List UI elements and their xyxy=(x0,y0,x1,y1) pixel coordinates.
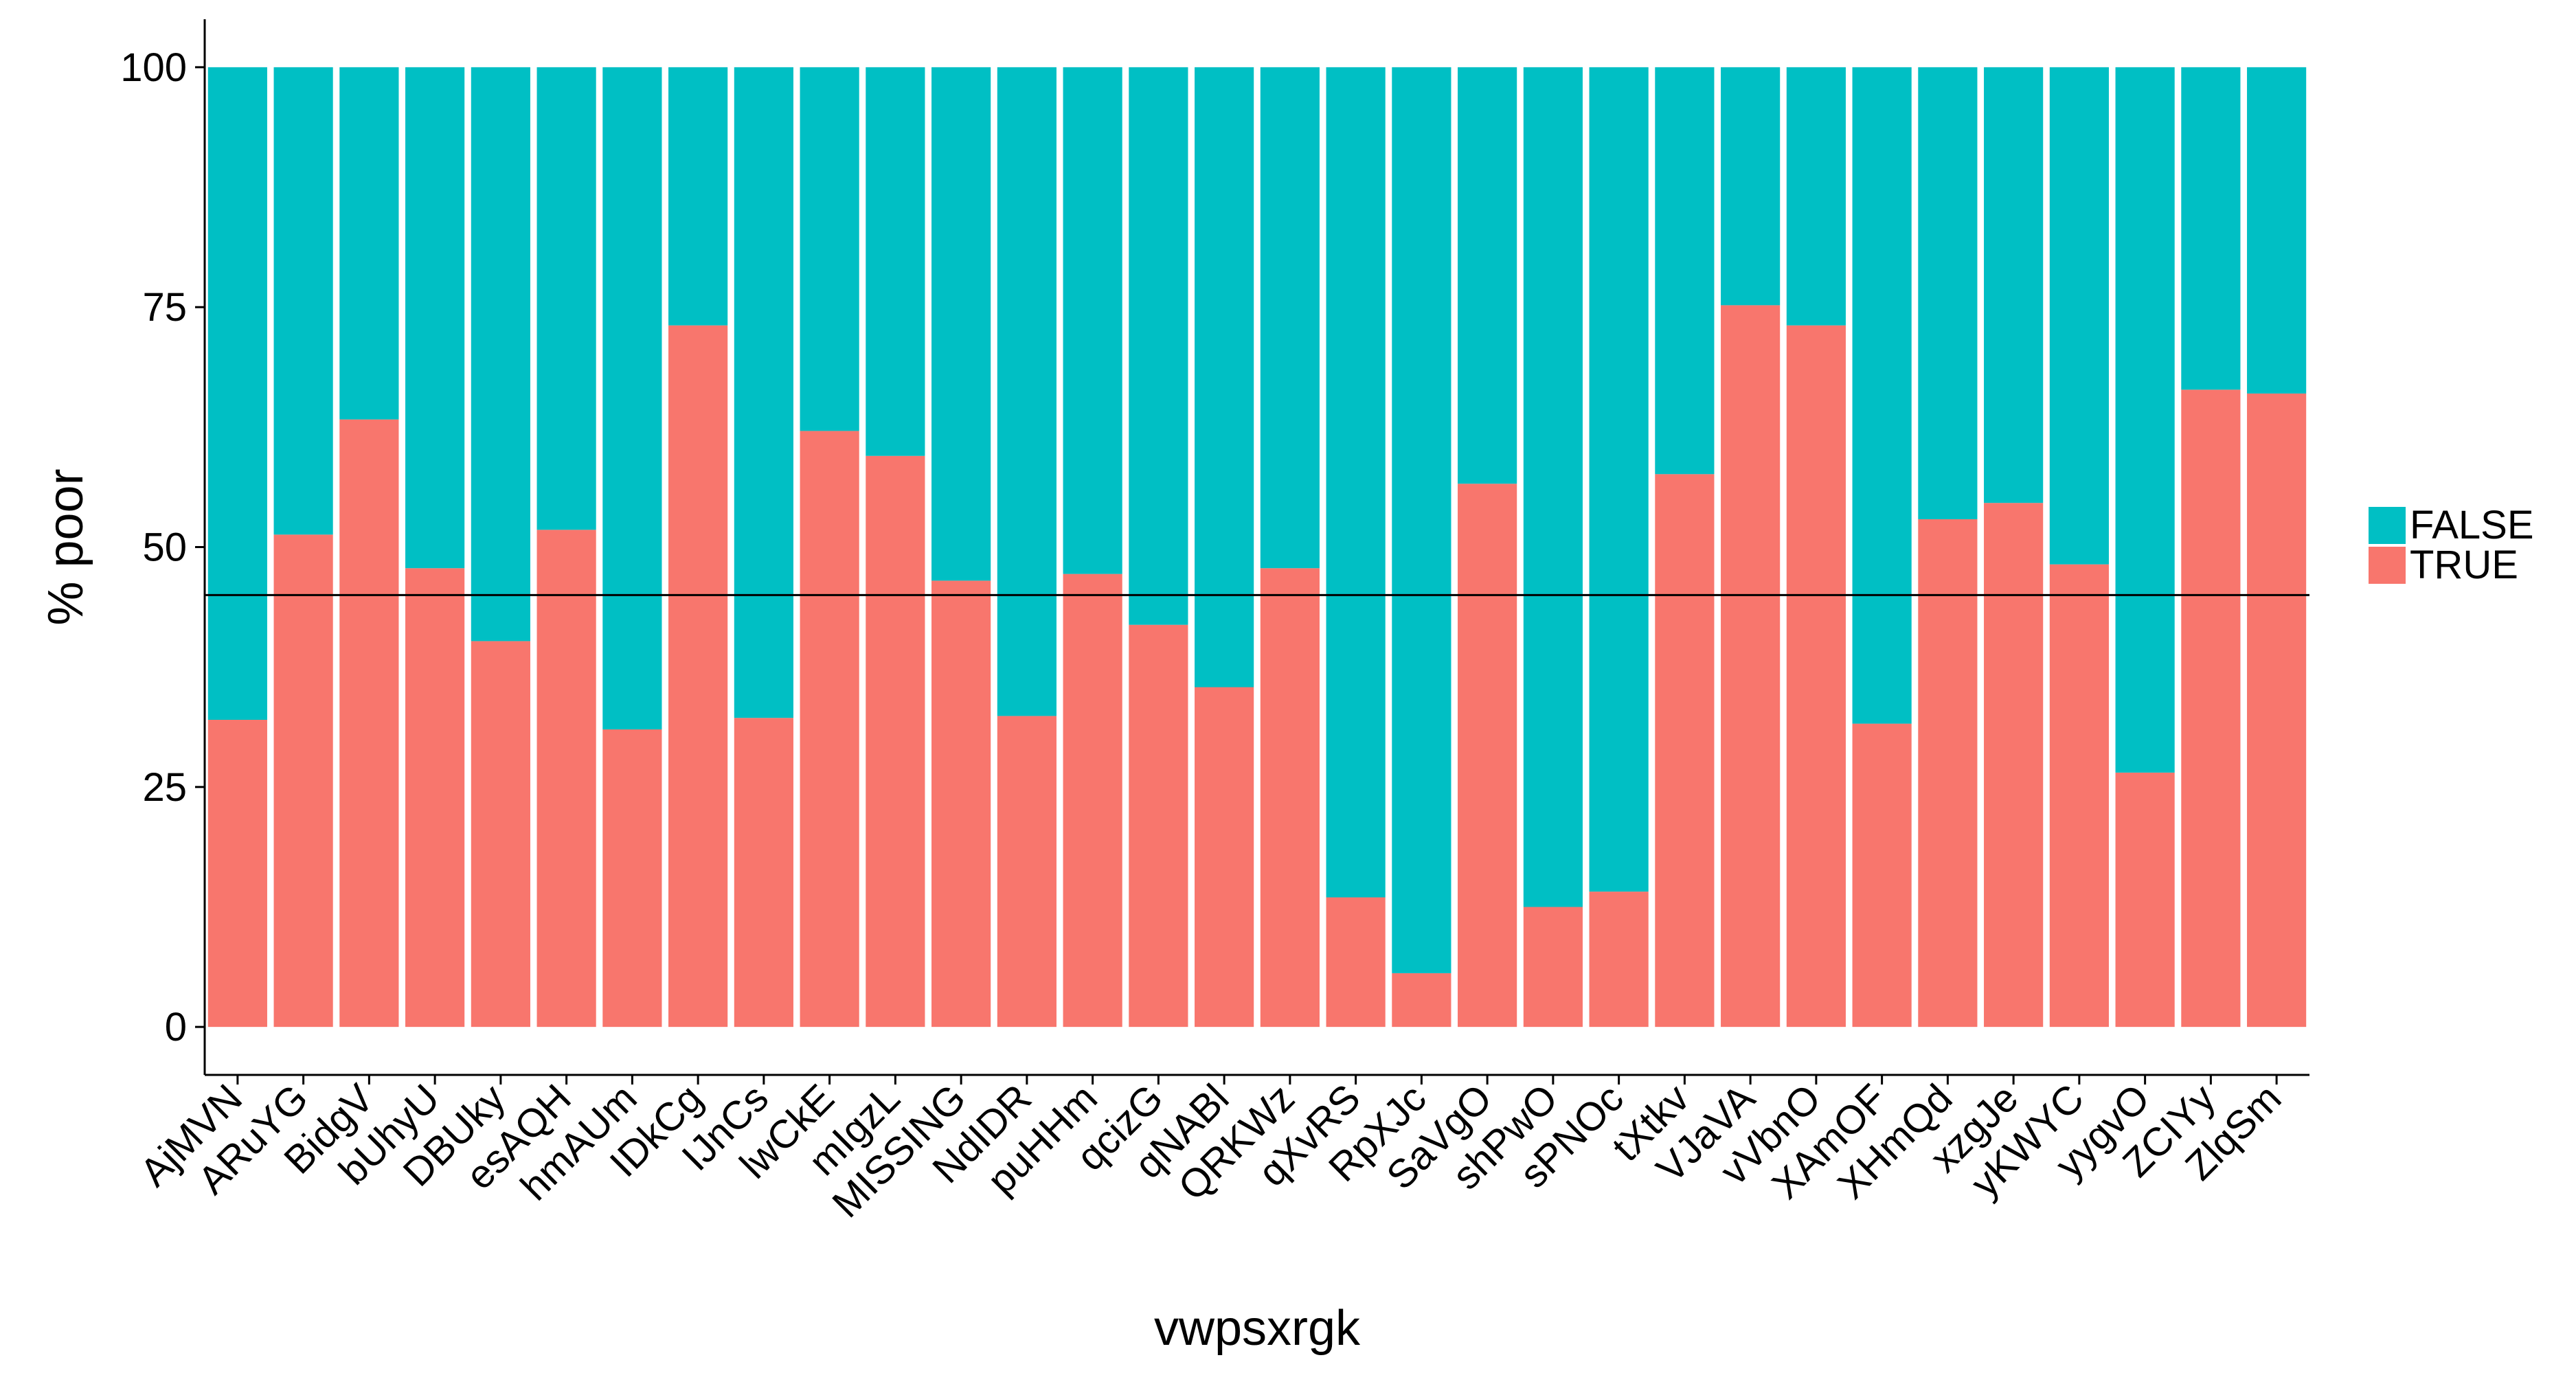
y-axis-title: % poor xyxy=(38,468,93,625)
bar-false-ZCIYy xyxy=(2181,67,2241,390)
bar-false-IDkCg xyxy=(668,67,728,326)
legend-label-true: TRUE xyxy=(2410,543,2518,587)
bar-true-RpXJc xyxy=(1392,973,1451,1028)
bar-true-SaVgO xyxy=(1458,484,1517,1028)
bar-true-xzgJe xyxy=(1984,503,2044,1028)
bar-true-bUhyU xyxy=(405,568,465,1028)
bar-true-MISSING xyxy=(931,580,991,1028)
bar-false-mIgzL xyxy=(866,67,925,456)
bar-true-AjMVN xyxy=(207,720,267,1028)
x-axis-title: vwpsxrgk xyxy=(1154,1301,1361,1356)
y-tick-label: 50 xyxy=(142,525,187,570)
bar-false-NdIDR xyxy=(997,67,1057,716)
bar-true-ARuYG xyxy=(273,534,333,1028)
bar-false-MISSING xyxy=(931,67,991,581)
legend-label-false: FALSE xyxy=(2410,503,2534,547)
y-tick-label: 100 xyxy=(120,45,187,90)
bar-false-qcizG xyxy=(1129,67,1188,625)
bar-false-QRKWz xyxy=(1260,67,1320,569)
x-axis-ticks: AjMVNARuYGBidgVbUhyUDBUkyesAQHhmAUmIDkCg… xyxy=(131,1075,2290,1226)
bar-true-yygvO xyxy=(2115,772,2175,1028)
bar-false-RpXJc xyxy=(1392,67,1451,973)
y-tick-label: 75 xyxy=(142,285,187,330)
bar-true-qXvRS xyxy=(1326,897,1386,1028)
bar-false-ARuYG xyxy=(273,67,333,535)
bar-true-mIgzL xyxy=(866,455,925,1028)
bar-false-lwCkE xyxy=(800,67,859,431)
bar-false-bUhyU xyxy=(405,67,465,569)
bar-true-XAmOF xyxy=(1852,723,1912,1028)
bar-false-ZlqSm xyxy=(2247,67,2307,394)
bar-false-qXvRS xyxy=(1326,67,1386,898)
bar-false-XHmQd xyxy=(1918,67,1978,519)
bar-true-hmAUm xyxy=(602,729,662,1028)
bar-true-IDkCg xyxy=(668,325,728,1028)
bar-true-ZlqSm xyxy=(2247,393,2307,1028)
bar-true-VJaVA xyxy=(1721,305,1781,1028)
bars-layer xyxy=(207,67,2307,1028)
bar-false-qNABl xyxy=(1195,67,1254,688)
y-tick-label: 25 xyxy=(142,765,187,810)
bar-true-sPNOc xyxy=(1589,892,1649,1028)
bar-false-DBUky xyxy=(471,67,530,642)
bar-true-esAQH xyxy=(536,530,596,1028)
bar-false-esAQH xyxy=(536,67,596,530)
bar-true-tXtkv xyxy=(1655,474,1715,1028)
bar-true-qNABl xyxy=(1195,687,1254,1028)
bar-false-IJnCs xyxy=(734,67,793,718)
bar-false-xzgJe xyxy=(1984,67,2044,503)
bar-true-qcizG xyxy=(1129,624,1188,1028)
bar-false-SaVgO xyxy=(1458,67,1517,484)
bar-false-AjMVN xyxy=(207,67,267,720)
legend-key-true xyxy=(2369,547,2406,584)
bar-false-shPwO xyxy=(1523,67,1583,907)
bar-true-QRKWz xyxy=(1260,568,1320,1028)
y-axis-ticks: 0 25 50 75 100 xyxy=(120,45,205,1049)
bar-true-XHmQd xyxy=(1918,519,1978,1028)
bar-false-vVbnO xyxy=(1786,67,1846,326)
bar-true-shPwO xyxy=(1523,907,1583,1028)
bar-true-lwCkE xyxy=(800,431,859,1028)
bar-true-NdIDR xyxy=(997,716,1057,1028)
bar-true-puHHm xyxy=(1063,574,1122,1028)
bar-false-XAmOF xyxy=(1852,67,1912,724)
bar-true-vVbnO xyxy=(1786,325,1846,1028)
bar-true-ZCIYy xyxy=(2181,389,2241,1028)
bar-false-VJaVA xyxy=(1721,67,1781,306)
bar-false-puHHm xyxy=(1063,67,1122,574)
bar-false-tXtkv xyxy=(1655,67,1715,475)
bar-true-BidgV xyxy=(339,419,399,1028)
y-tick-label: 0 xyxy=(165,1005,187,1049)
bar-false-BidgV xyxy=(339,67,399,420)
bar-false-sPNOc xyxy=(1589,67,1649,892)
legend-key-false xyxy=(2369,507,2406,544)
bar-true-yKWYC xyxy=(2049,564,2109,1028)
bar-true-IJnCs xyxy=(734,718,793,1028)
bar-false-yKWYC xyxy=(2049,67,2109,565)
bar-false-hmAUm xyxy=(602,67,662,729)
bar-true-DBUky xyxy=(471,641,530,1028)
bar-false-yygvO xyxy=(2115,67,2175,773)
